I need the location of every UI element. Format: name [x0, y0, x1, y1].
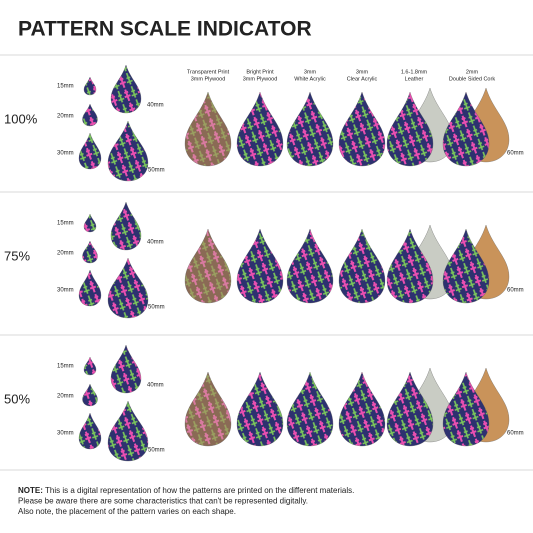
- earring: [184, 228, 232, 304]
- material-label: 3mm Plywood: [243, 76, 278, 82]
- earring: [442, 371, 490, 447]
- earring: [338, 371, 386, 447]
- earring: [83, 76, 97, 96]
- size-label: 15mm: [57, 221, 74, 227]
- material-label: 1.6-1.8mm: [401, 69, 428, 75]
- earring: [78, 412, 102, 450]
- earring: [107, 120, 149, 182]
- material-label: Bright Print: [246, 69, 274, 75]
- size-label: 60mm: [507, 288, 524, 294]
- size-label: 30mm: [57, 431, 74, 437]
- size-label: 20mm: [57, 114, 74, 120]
- earring: [110, 64, 142, 114]
- material-label: Transparent Print: [187, 69, 230, 75]
- earring: [78, 132, 102, 170]
- size-label: 40mm: [147, 240, 164, 246]
- earring: [83, 356, 97, 376]
- earring: [338, 228, 386, 304]
- earring: [184, 371, 232, 447]
- scale-label: 75%: [4, 248, 30, 263]
- earring: [82, 383, 98, 407]
- material-label: 3mm Plywood: [191, 76, 226, 82]
- scale-label: 50%: [4, 391, 30, 406]
- earring: [286, 371, 334, 447]
- material-label: 3mm: [356, 69, 369, 75]
- earring: [386, 371, 434, 447]
- earring: [82, 240, 98, 264]
- earring: [386, 228, 434, 304]
- earring: [184, 91, 232, 167]
- title: PATTERN SCALE INDICATOR: [18, 18, 312, 41]
- size-label: 15mm: [57, 364, 74, 370]
- size-label: 40mm: [147, 103, 164, 109]
- size-label: 15mm: [57, 84, 74, 90]
- material-label: Double Sided Cork: [449, 76, 495, 82]
- earring: [286, 91, 334, 167]
- material-label: Leather: [405, 76, 424, 82]
- note-label: NOTE:: [18, 486, 43, 495]
- scale-label: 100%: [4, 111, 38, 126]
- material-label: 3mm: [304, 69, 317, 75]
- earring: [236, 371, 284, 447]
- earring: [286, 228, 334, 304]
- earring: [110, 201, 142, 251]
- earring: [110, 344, 142, 394]
- size-label: 60mm: [507, 431, 524, 437]
- earring: [83, 213, 97, 233]
- note-text: Please be aware there are some character…: [18, 497, 308, 506]
- size-label: 50mm: [148, 168, 165, 174]
- size-label: 30mm: [57, 288, 74, 294]
- material-label: 2mm: [466, 69, 479, 75]
- size-label: 20mm: [57, 394, 74, 400]
- note-text: This is a digital representation of how …: [45, 486, 354, 495]
- earring: [107, 400, 149, 462]
- earring: [442, 228, 490, 304]
- size-label: 20mm: [57, 251, 74, 257]
- size-label: 40mm: [147, 383, 164, 389]
- size-label: 50mm: [148, 305, 165, 311]
- earring: [78, 269, 102, 307]
- earring: [107, 257, 149, 319]
- note-text: Also note, the placement of the pattern …: [18, 507, 236, 516]
- earring: [82, 103, 98, 127]
- material-label: White Acrylic: [294, 76, 326, 82]
- earring: [236, 228, 284, 304]
- size-label: 50mm: [148, 448, 165, 454]
- earring: [338, 91, 386, 167]
- earring: [386, 91, 434, 167]
- material-label: Clear Acrylic: [347, 76, 378, 82]
- earring: [236, 91, 284, 167]
- earring: [442, 91, 490, 167]
- size-label: 60mm: [507, 151, 524, 157]
- size-label: 30mm: [57, 151, 74, 157]
